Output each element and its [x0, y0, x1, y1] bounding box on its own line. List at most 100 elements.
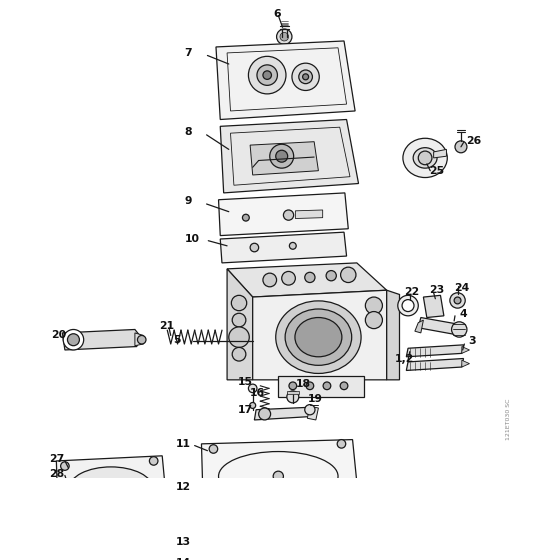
Polygon shape — [218, 193, 348, 236]
Circle shape — [270, 519, 281, 529]
Polygon shape — [433, 150, 446, 158]
Circle shape — [155, 502, 163, 510]
Polygon shape — [415, 320, 423, 333]
Polygon shape — [250, 142, 319, 175]
Polygon shape — [423, 295, 444, 318]
Circle shape — [282, 272, 295, 285]
Ellipse shape — [403, 138, 447, 178]
Polygon shape — [254, 407, 312, 420]
Ellipse shape — [69, 467, 153, 510]
Circle shape — [229, 327, 249, 347]
Circle shape — [398, 295, 418, 316]
Circle shape — [250, 403, 256, 408]
Circle shape — [287, 391, 299, 403]
Circle shape — [365, 297, 382, 314]
Polygon shape — [407, 358, 464, 371]
Polygon shape — [220, 119, 358, 193]
Circle shape — [270, 547, 281, 557]
Circle shape — [340, 382, 348, 390]
Text: 17: 17 — [237, 405, 253, 415]
Circle shape — [259, 408, 270, 420]
Circle shape — [283, 210, 293, 220]
Text: 27: 27 — [49, 454, 65, 464]
Text: 26: 26 — [466, 136, 482, 146]
Polygon shape — [295, 210, 323, 218]
Text: 10: 10 — [184, 234, 199, 244]
Circle shape — [299, 70, 312, 83]
Circle shape — [342, 491, 351, 500]
Text: 21: 21 — [159, 321, 174, 331]
Text: 22: 22 — [405, 287, 420, 297]
Circle shape — [290, 523, 300, 533]
Circle shape — [450, 293, 465, 308]
Circle shape — [298, 533, 308, 543]
Text: 6: 6 — [273, 8, 281, 18]
Circle shape — [273, 471, 283, 482]
Text: 25: 25 — [430, 166, 445, 176]
Circle shape — [340, 559, 348, 560]
Circle shape — [290, 242, 296, 249]
Circle shape — [263, 71, 272, 80]
Polygon shape — [216, 41, 355, 119]
Text: 13: 13 — [176, 537, 191, 547]
Circle shape — [402, 300, 414, 311]
Circle shape — [232, 313, 246, 327]
Circle shape — [451, 322, 467, 337]
Text: 12: 12 — [176, 482, 191, 492]
Circle shape — [104, 482, 118, 495]
Circle shape — [83, 523, 92, 532]
Circle shape — [249, 57, 286, 94]
Text: 4: 4 — [459, 309, 467, 319]
Polygon shape — [418, 318, 459, 335]
Circle shape — [323, 382, 331, 390]
Circle shape — [232, 347, 246, 361]
Polygon shape — [220, 232, 347, 263]
Polygon shape — [307, 407, 319, 420]
Circle shape — [302, 74, 309, 80]
Polygon shape — [135, 333, 143, 346]
Circle shape — [209, 445, 218, 453]
Circle shape — [277, 29, 292, 44]
Circle shape — [340, 267, 356, 283]
Circle shape — [137, 335, 146, 344]
Polygon shape — [278, 376, 363, 397]
Circle shape — [280, 32, 288, 41]
Circle shape — [257, 65, 277, 85]
Polygon shape — [202, 440, 358, 505]
Circle shape — [455, 141, 467, 153]
Ellipse shape — [295, 318, 342, 357]
Circle shape — [289, 382, 297, 390]
Text: 24: 24 — [454, 283, 469, 293]
Text: 8: 8 — [184, 127, 192, 137]
Circle shape — [243, 533, 254, 543]
Circle shape — [204, 495, 213, 503]
Circle shape — [263, 273, 277, 287]
Text: 19: 19 — [307, 394, 323, 404]
Text: 7: 7 — [184, 48, 192, 58]
Ellipse shape — [214, 511, 338, 560]
Text: 18: 18 — [295, 379, 310, 389]
Polygon shape — [227, 263, 387, 297]
Circle shape — [63, 329, 83, 350]
Circle shape — [57, 506, 66, 515]
Text: 28: 28 — [49, 469, 64, 479]
Circle shape — [150, 456, 158, 465]
Circle shape — [80, 520, 96, 535]
Text: 3: 3 — [468, 337, 475, 347]
Circle shape — [454, 297, 461, 304]
Circle shape — [207, 511, 216, 520]
Circle shape — [67, 334, 80, 346]
Circle shape — [326, 270, 337, 281]
Polygon shape — [387, 290, 399, 380]
Circle shape — [306, 382, 314, 390]
Text: 14: 14 — [176, 558, 191, 560]
Circle shape — [365, 311, 382, 329]
Polygon shape — [287, 391, 299, 394]
Circle shape — [418, 151, 432, 165]
Circle shape — [60, 462, 69, 470]
Text: 20: 20 — [52, 330, 67, 339]
Polygon shape — [62, 329, 142, 350]
Circle shape — [231, 295, 247, 311]
Text: 16: 16 — [250, 388, 265, 398]
Polygon shape — [199, 505, 357, 560]
